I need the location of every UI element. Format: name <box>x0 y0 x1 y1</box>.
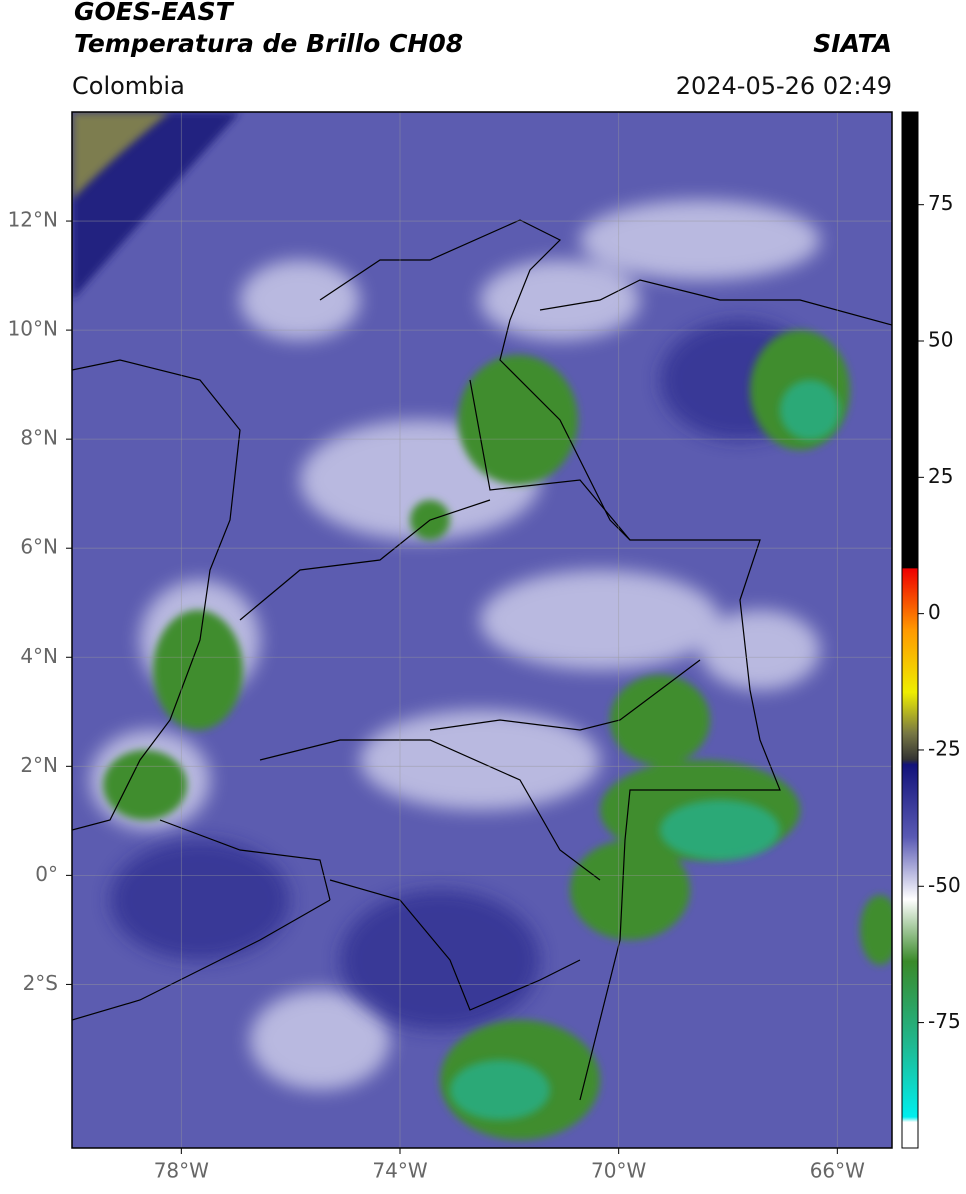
colorbar-tick-label: 75 <box>928 191 953 215</box>
region: Colombia <box>72 72 185 100</box>
y-tick-label: 0° <box>35 862 58 886</box>
y-tick-label: 8°N <box>20 426 58 450</box>
colorbar-tick-label: -75 <box>928 1009 961 1033</box>
source: SIATA <box>813 29 892 58</box>
x-tick-label: 66°W <box>810 1159 865 1183</box>
map-frame <box>71 111 893 1149</box>
x-tick-label: 78°W <box>154 1159 209 1183</box>
colorbar-tick-label: 0 <box>928 600 941 624</box>
x-tick-label: 74°W <box>372 1159 427 1183</box>
x-tick-label: 70°W <box>591 1159 646 1183</box>
colorbar <box>901 111 919 1149</box>
subtitle: Temperatura de Brillo CH08 <box>74 29 463 58</box>
colorbar-tick-label: -25 <box>928 736 961 760</box>
y-tick-label: 2°N <box>20 753 58 777</box>
y-tick-label: 10°N <box>8 317 58 341</box>
title: GOES-EAST <box>74 0 235 26</box>
map-image <box>72 112 892 1148</box>
colorbar-tick-label: -50 <box>928 873 961 897</box>
y-tick-label: 4°N <box>20 644 58 668</box>
y-tick-label: 2°S <box>23 971 58 995</box>
colorbar-tick-label: 25 <box>928 464 953 488</box>
y-tick-label: 6°N <box>20 535 58 559</box>
datetime: 2024-05-26 02:49 <box>676 72 892 100</box>
y-tick-label: 12°N <box>8 208 58 232</box>
colorbar-tick-label: 50 <box>928 328 953 352</box>
